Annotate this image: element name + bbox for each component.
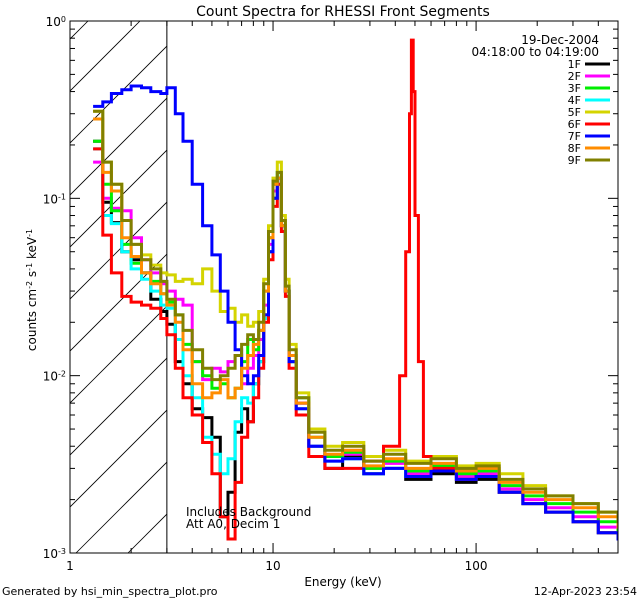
series-2F bbox=[93, 160, 618, 535]
series-4F bbox=[93, 147, 618, 541]
hatch-line bbox=[70, 149, 167, 248]
footer-generated-by: Generated by hsi_min_spectra_plot.pro bbox=[2, 585, 218, 598]
legend-label-2F: 2F bbox=[568, 70, 581, 83]
y-axis-label: counts cm-2 s-1 keV-1 bbox=[25, 229, 40, 351]
legend-label-5F: 5F bbox=[568, 106, 581, 119]
hatch-line bbox=[70, 21, 89, 40]
series-3F bbox=[93, 139, 618, 535]
hatch-line bbox=[75, 461, 167, 553]
x-tick-label: 1 bbox=[66, 559, 74, 573]
legend-label-1F: 1F bbox=[568, 58, 581, 71]
spectra-series bbox=[93, 38, 618, 541]
legend-label-6F: 6F bbox=[568, 118, 581, 131]
plot-frame bbox=[69, 20, 619, 554]
hatch-line bbox=[70, 201, 167, 300]
series-7F bbox=[93, 84, 618, 541]
legend-label-8F: 8F bbox=[568, 142, 581, 155]
x-tick-label: 10 bbox=[265, 559, 280, 573]
attenuator-note: Att A0, Decim 1 bbox=[186, 517, 280, 531]
chart-title: Count Spectra for RHESSI Front Segments bbox=[196, 4, 490, 20]
legend-label-7F: 7F bbox=[568, 130, 581, 143]
hatch-line bbox=[70, 45, 167, 144]
y-tick-label: 10-1 bbox=[43, 192, 66, 207]
hatch-line bbox=[70, 253, 167, 352]
time-range-label: 04:18:00 to 04:19:00 bbox=[472, 45, 599, 59]
x-tick-label: 100 bbox=[465, 559, 488, 573]
legend-label-9F: 9F bbox=[568, 154, 581, 167]
background-note: Includes Background bbox=[186, 505, 311, 519]
series-9F bbox=[93, 109, 618, 524]
legend-label-4F: 4F bbox=[568, 94, 581, 107]
footer-date: 12-Apr-2023 23:54 bbox=[534, 585, 637, 598]
hatch-line bbox=[70, 409, 167, 508]
series-6F bbox=[93, 38, 618, 541]
y-tick-label: 100 bbox=[46, 15, 66, 30]
x-axis: 1 10 100 bbox=[66, 21, 619, 573]
hatch-line bbox=[70, 97, 167, 196]
series-1F bbox=[93, 139, 618, 541]
y-tick-label: 10-3 bbox=[43, 547, 66, 562]
shaded-excluded-region bbox=[70, 21, 167, 553]
legend-label-3F: 3F bbox=[568, 82, 581, 95]
date-label: 19-Dec-2004 bbox=[521, 33, 599, 47]
y-axis: 100 10-1 10-2 10-3 bbox=[43, 15, 618, 562]
x-axis-label: Energy (keV) bbox=[304, 575, 381, 589]
y-tick-label: 10-2 bbox=[43, 369, 66, 384]
